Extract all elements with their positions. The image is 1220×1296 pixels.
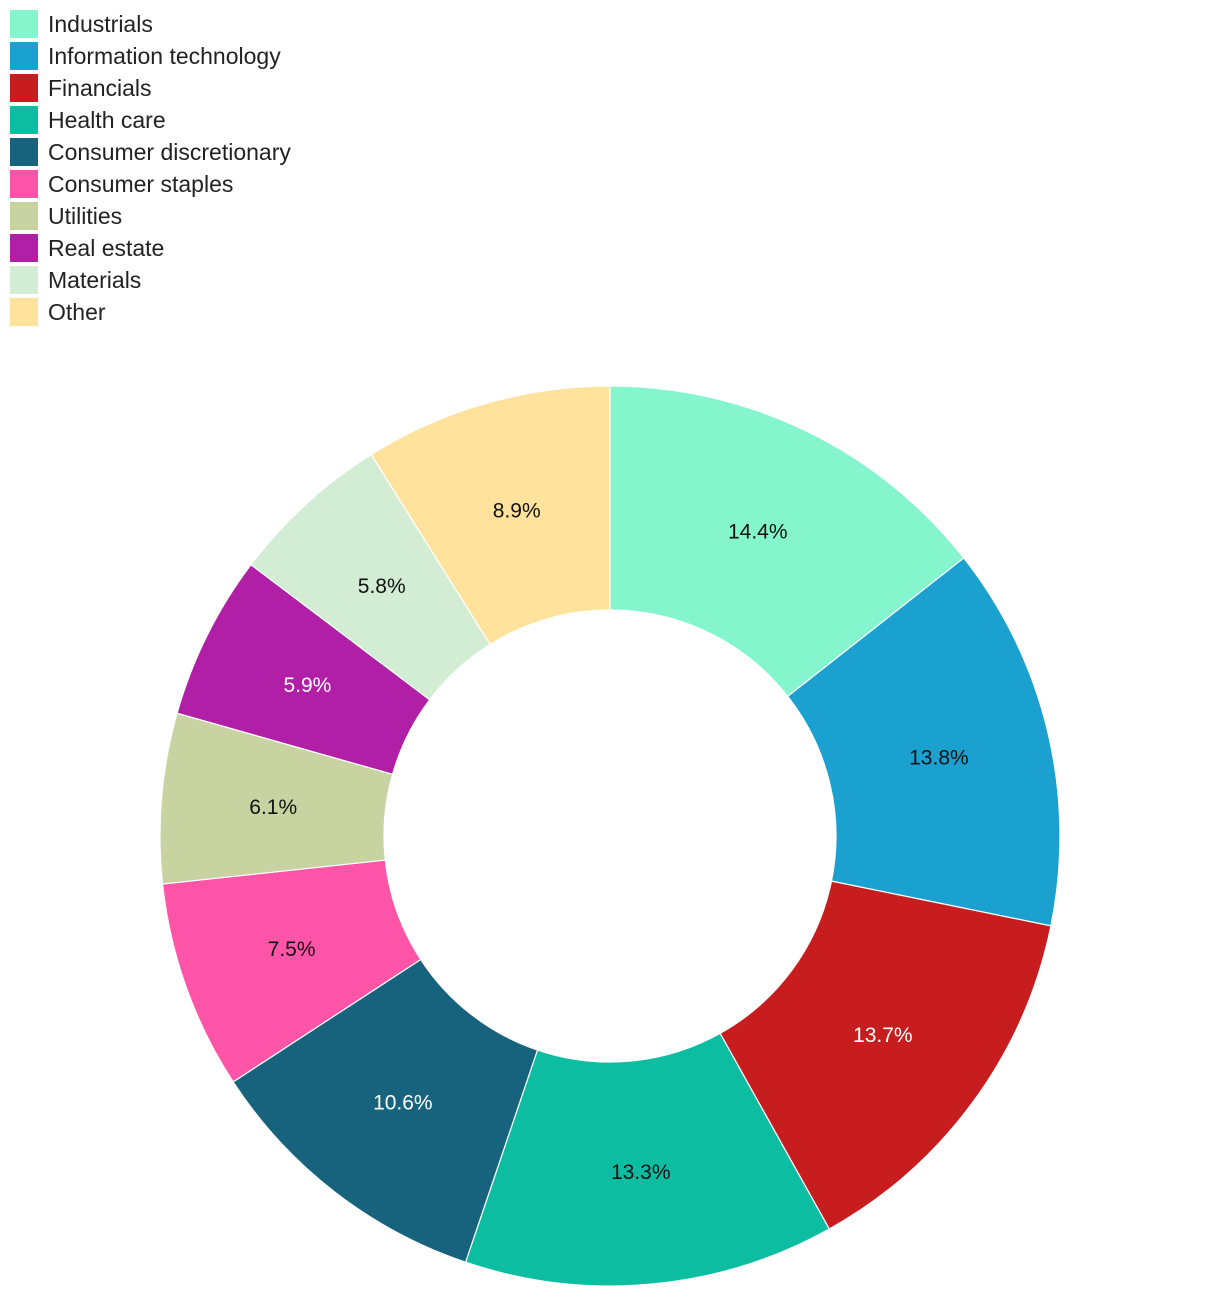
- slice-label-financials: 13.7%: [853, 1024, 913, 1047]
- slice-label-health-care: 13.3%: [611, 1161, 671, 1184]
- legend-swatch: [10, 298, 38, 326]
- legend-swatch: [10, 202, 38, 230]
- slice-label-utilities: 6.1%: [249, 796, 297, 819]
- slice-financials: [719, 880, 1052, 1230]
- legend-swatch: [10, 42, 38, 70]
- slice-label-other: 8.9%: [493, 500, 541, 523]
- slice-other: [370, 385, 611, 646]
- legend-label: Consumer discretionary: [48, 138, 291, 165]
- legend-item-health-care: Health care: [10, 104, 291, 136]
- legend-item-utilities: Utilities: [10, 200, 291, 232]
- legend-swatch: [10, 10, 38, 38]
- legend-label: Health care: [48, 106, 166, 133]
- legend-item-industrials: Industrials: [10, 8, 291, 40]
- legend-item-consumer-staples: Consumer staples: [10, 168, 291, 200]
- legend-label: Real estate: [48, 234, 165, 261]
- legend-swatch: [10, 74, 38, 102]
- legend-swatch: [10, 170, 38, 198]
- legend-label: Utilities: [48, 202, 123, 229]
- slice-label-information-technology: 13.8%: [909, 747, 969, 770]
- legend-swatch: [10, 138, 38, 166]
- slice-label-consumer-staples: 7.5%: [268, 938, 316, 961]
- legend-label: Consumer staples: [48, 170, 234, 197]
- legend-label: Information technology: [48, 42, 281, 69]
- legend-item-information-technology: Information technology: [10, 40, 291, 72]
- donut-slices: [159, 385, 1061, 1287]
- legend-swatch: [10, 266, 38, 294]
- legend-swatch: [10, 106, 38, 134]
- slice-health-care: [464, 1032, 831, 1287]
- legend-swatch: [10, 234, 38, 262]
- slice-industrials: [609, 385, 965, 698]
- slice-information-technology: [786, 557, 1061, 927]
- chart-legend: Industrials Information technology Financi…: [10, 8, 291, 328]
- slice-label-consumer-discretionary: 10.6%: [373, 1092, 433, 1115]
- legend-label: Other: [48, 298, 106, 325]
- legend-item-financials: Financials: [10, 72, 291, 104]
- slice-label-industrials: 14.4%: [728, 521, 788, 544]
- legend-item-materials: Materials: [10, 264, 291, 296]
- slice-label-materials: 5.8%: [358, 575, 406, 598]
- legend-item-other: Other: [10, 296, 291, 328]
- legend-label: Financials: [48, 74, 152, 101]
- slice-label-real-estate: 5.9%: [283, 674, 331, 697]
- legend-item-real-estate: Real estate: [10, 232, 291, 264]
- legend-item-consumer-discretionary: Consumer discretionary: [10, 136, 291, 168]
- legend-label: Industrials: [48, 10, 153, 37]
- legend-label: Materials: [48, 266, 142, 293]
- slice-labels: 14.4% 13.8% 13.7% 13.3% 10.6% 7.5% 6.1% 5.9% 5.8…: [249, 500, 968, 1184]
